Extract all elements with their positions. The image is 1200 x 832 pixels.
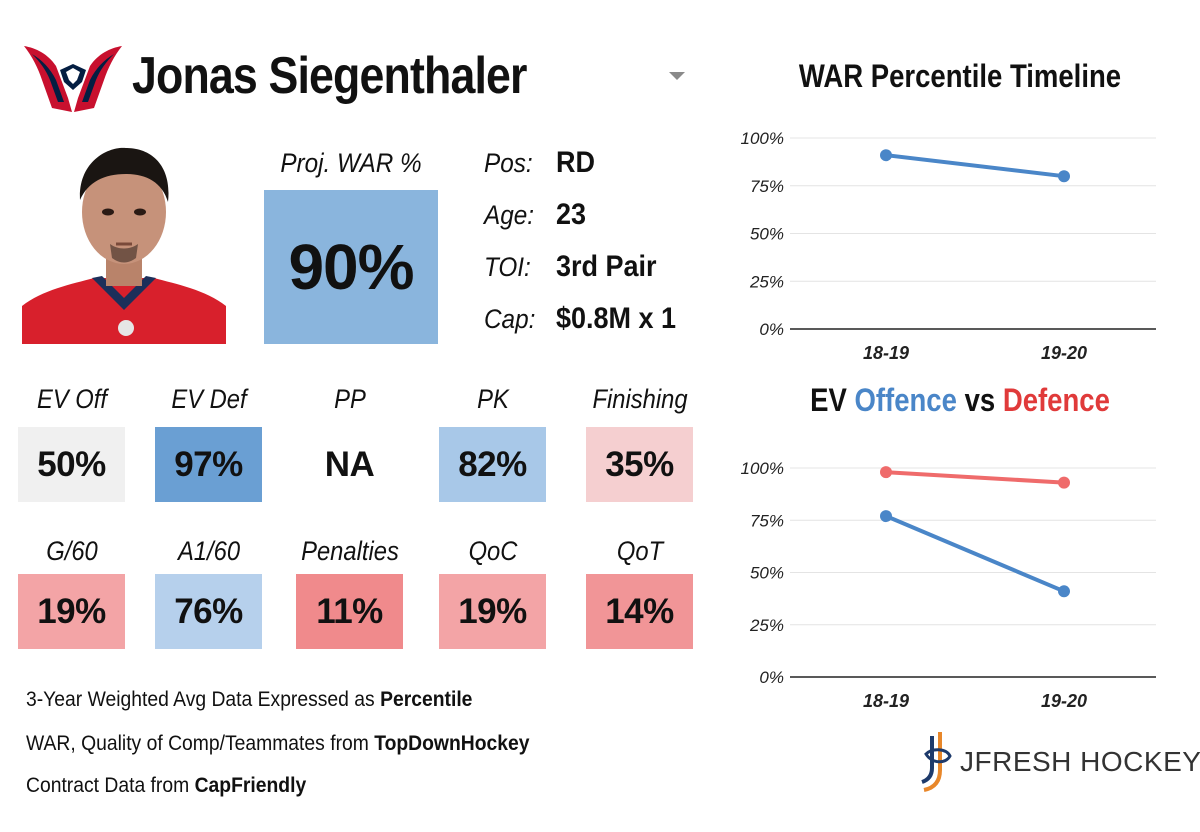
cap-value: $0.8M x 1 [556, 302, 677, 335]
note-contract-source-text: Contract Data from [26, 774, 195, 797]
player-name: Jonas Siegenthaler [132, 47, 527, 105]
note-contract-source: Contract Data from CapFriendly [26, 774, 306, 798]
cap-label: Cap: [484, 304, 536, 334]
war-timeline-chart: 0% 25% 50% 75% 100% 18-19 19-20 [741, 129, 1156, 363]
note-percentile-bold: Percentile [380, 688, 473, 711]
y-tick-label: 0% [759, 320, 784, 339]
stat-box-finishing: 35% [586, 427, 693, 502]
stat-box-qoc: 19% [439, 574, 546, 649]
toi-value: 3rd Pair [556, 250, 657, 283]
data-point [880, 149, 892, 162]
title-part-ev: EV [810, 382, 855, 418]
data-point [1058, 476, 1070, 489]
stat-box-qot: 14% [586, 574, 693, 649]
x-tick-label: 18-19 [863, 343, 909, 363]
stat-label-a160: A1/60 [177, 536, 241, 566]
y-tick-label: 0% [759, 668, 784, 687]
note-percentile-text: 3-Year Weighted Avg Data Expressed as [26, 688, 381, 711]
caret-down-icon[interactable] [669, 72, 685, 80]
data-point [880, 466, 892, 479]
position-value: RD [556, 146, 596, 179]
title-part-defence: Defence [1002, 382, 1110, 418]
y-tick-label: 75% [750, 511, 784, 530]
data-point [1058, 585, 1070, 598]
player-photo [22, 140, 226, 344]
stat-label-penalties: Penalties [301, 536, 399, 566]
brand: JFRESH HOCKEY [920, 730, 1200, 794]
stat-box-ev-def: 97% [155, 427, 262, 502]
position-label: Pos: [484, 148, 533, 178]
series-line [885, 153, 1065, 179]
stat-box-g60: 19% [18, 574, 125, 649]
title-part-vs: vs [956, 382, 1003, 418]
war-timeline-title: WAR Percentile Timeline [798, 58, 1122, 94]
stat-box-pk: 82% [439, 427, 546, 502]
series-line [885, 470, 1065, 485]
x-tick-label: 18-19 [863, 691, 909, 711]
stat-box-pp: NA [296, 427, 403, 502]
note-war-source-text: WAR, Quality of Comp/Teammates from [26, 732, 375, 755]
y-tick-label: 50% [750, 225, 784, 244]
stat-label-ev-def: EV Def [171, 384, 247, 414]
y-tick-label: 75% [750, 177, 784, 196]
title-part-offence: Offence [854, 382, 957, 418]
note-war-source: WAR, Quality of Comp/Teammates from TopD… [26, 732, 529, 756]
stat-label-qot: QoT [616, 536, 664, 566]
y-tick-label: 25% [749, 616, 784, 635]
stat-label-pk: PK [477, 384, 509, 414]
stat-label-qoc: QoC [468, 536, 518, 566]
stat-label-finishing: Finishing [592, 384, 688, 414]
y-tick-label: 100% [741, 129, 784, 148]
y-tick-label: 25% [749, 272, 784, 291]
proj-war-label: Proj. WAR % [280, 148, 422, 178]
y-tick-label: 50% [750, 564, 784, 583]
note-war-source-bold: TopDownHockey [374, 732, 530, 755]
series-line [885, 514, 1065, 594]
note-percentile: 3-Year Weighted Avg Data Expressed as Pe… [26, 688, 472, 712]
ev-offence-defence-chart: 0% 25% 50% 75% 100% 18-19 19-20 [741, 459, 1156, 711]
y-tick-label: 100% [741, 459, 784, 478]
proj-war-value: 90% [264, 190, 438, 344]
stat-box-ev-off: 50% [18, 427, 125, 502]
stat-label-pp: PP [334, 384, 366, 414]
jfresh-logo-icon [921, 732, 952, 792]
toi-label: TOI: [484, 252, 531, 282]
age-value: 23 [556, 198, 587, 231]
data-point [1058, 170, 1070, 183]
capitals-eagle-icon [24, 46, 122, 112]
brand-name: JFRESH HOCKEY [960, 746, 1200, 777]
stat-label-g60: G/60 [46, 536, 98, 566]
stat-label-ev-off: EV Off [37, 384, 107, 414]
note-contract-source-bold: CapFriendly [194, 774, 307, 797]
ev-offence-defence-title: EV Offence vs Defence [771, 382, 1149, 419]
age-label: Age: [484, 200, 534, 230]
data-point [880, 510, 892, 523]
x-tick-label: 19-20 [1041, 691, 1087, 711]
x-tick-label: 19-20 [1041, 343, 1087, 363]
stat-box-penalties: 11% [296, 574, 403, 649]
stat-box-a160: 76% [155, 574, 262, 649]
